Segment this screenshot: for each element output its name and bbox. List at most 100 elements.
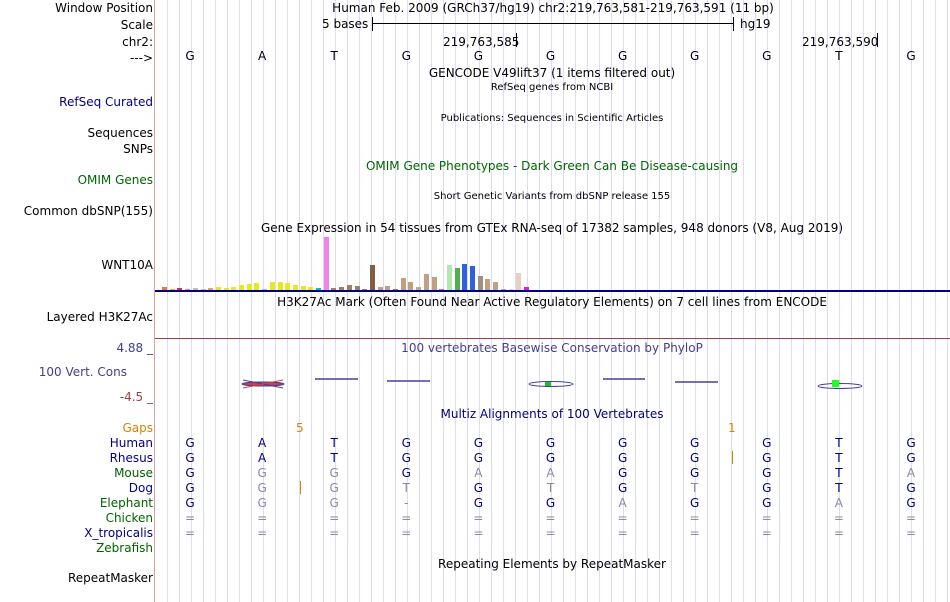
gtex-bar[interactable] [493,281,499,290]
grid-line [467,0,468,602]
gap-marker-rhesus [732,451,733,464]
gencode-title[interactable]: GENCODE V49lift37 (1 items filtered out) [428,66,676,80]
gtex-bar[interactable] [215,286,221,290]
alignment-base: G [690,496,700,510]
omim-track-label[interactable]: OMIM Genes [77,173,153,187]
gtex-bar[interactable] [446,264,452,290]
species-label[interactable]: Mouse [114,466,153,480]
gtex-bar[interactable] [208,287,214,290]
refseq-track-label[interactable]: RefSeq Curated [59,95,153,109]
cons-track-label[interactable]: 100 Vert. Cons [38,365,127,379]
gtex-bar[interactable] [408,281,414,290]
grid-line [875,0,876,602]
grid-line [791,0,792,602]
gtex-bar[interactable] [262,288,268,290]
gtex-bar[interactable] [454,267,460,290]
snps-track-label[interactable]: SNPs [123,142,153,156]
gtex-bar[interactable] [485,278,491,290]
gtex-bar-chart[interactable] [155,236,950,290]
gtex-bar[interactable] [169,288,175,290]
scale-bar-right-tick [733,17,734,31]
gtex-bar[interactable] [162,286,167,290]
species-label[interactable]: Human [109,436,153,450]
gtex-bar[interactable] [285,282,291,290]
gtex-bar[interactable] [277,281,283,290]
alignment-base: = [905,511,917,525]
alignment-base: = [329,511,340,525]
gtex-bar[interactable] [316,287,321,290]
gap-count-5: 5 [296,421,304,435]
gtex-bar[interactable] [192,287,198,290]
cons-glyph-7 [817,380,863,389]
alignment-base: G [906,496,916,510]
gtex-bar[interactable] [339,286,345,290]
gtex-bar[interactable] [185,288,191,290]
gtex-bar[interactable] [177,287,183,290]
gaps-label[interactable]: Gaps [122,421,153,435]
gtex-bar[interactable] [377,286,383,290]
alignment-base: T [330,436,338,450]
grid-line [551,0,552,602]
grid-line [707,0,708,602]
gtex-bar[interactable] [508,288,514,290]
species-label[interactable]: Zebrafish [96,541,153,555]
species-label[interactable]: Dog [128,481,153,495]
alignment-base: G [690,451,700,465]
sequence-base: G [185,49,195,63]
alignment-base: G [690,436,700,450]
gtex-bar[interactable] [200,288,206,290]
gtex-bar[interactable] [308,286,314,290]
gtex-bar[interactable] [362,288,368,290]
gtex-bar[interactable] [246,283,252,290]
gtex-bar[interactable] [254,282,260,290]
alignment-base: = [401,526,412,540]
gtex-bar[interactable] [416,286,422,290]
publications-subtitle: Publications: Sequences in Scientific Ar… [440,113,664,124]
alignment-base: G [185,466,195,480]
dbsnp-track-label[interactable]: Common dbSNP(155) [23,204,153,218]
gtex-bar[interactable] [323,237,329,290]
gtex-bar[interactable] [223,287,229,290]
gtex-bar[interactable] [346,284,352,290]
gtex-bar[interactable] [354,285,360,290]
grid-line [203,0,204,602]
species-label[interactable]: X_tropicalis [84,526,153,540]
gtex-bar[interactable] [431,276,437,290]
h3k27ac-track-label[interactable]: Layered H3K27Ac [46,310,153,324]
gtex-bar[interactable] [423,273,429,290]
gtex-track-label[interactable]: WNT10A [101,258,153,272]
grid-line [899,0,900,602]
gtex-bar[interactable] [331,287,337,290]
gtex-bar[interactable] [523,286,529,290]
gtex-bar[interactable] [400,277,406,290]
gtex-bar[interactable] [231,286,237,290]
gtex-bar[interactable] [439,288,445,290]
gtex-bar[interactable] [477,275,483,290]
grid-line [947,0,948,602]
alignment-base: G [329,496,339,510]
gtex-bar[interactable] [300,285,306,290]
gtex-bar[interactable] [393,288,398,290]
alignment-base: T [835,481,843,495]
gtex-bar[interactable] [292,284,298,290]
sequences-track-label[interactable]: Sequences [87,126,153,140]
species-label[interactable]: Rhesus [109,451,153,465]
alignment-base: A [906,466,916,480]
gtex-bar[interactable] [239,284,244,290]
grid-line [563,0,564,602]
repeatmasker-track-label[interactable]: RepeatMasker [67,571,153,585]
grid-line [779,0,780,602]
gtex-bar[interactable] [269,281,275,290]
species-label[interactable]: Chicken [105,511,153,525]
gtex-bar[interactable] [385,285,391,290]
grid-line [527,0,528,602]
gtex-bar[interactable] [470,265,475,290]
gtex-bar[interactable] [516,272,522,290]
gtex-bar[interactable] [369,264,375,290]
grid-line [599,0,600,602]
alignment-base: = [689,526,700,540]
species-label[interactable]: Elephant [99,496,153,510]
gtex-bar[interactable] [500,288,506,290]
alignment-base: G [545,451,556,465]
gtex-bar[interactable] [462,263,468,290]
